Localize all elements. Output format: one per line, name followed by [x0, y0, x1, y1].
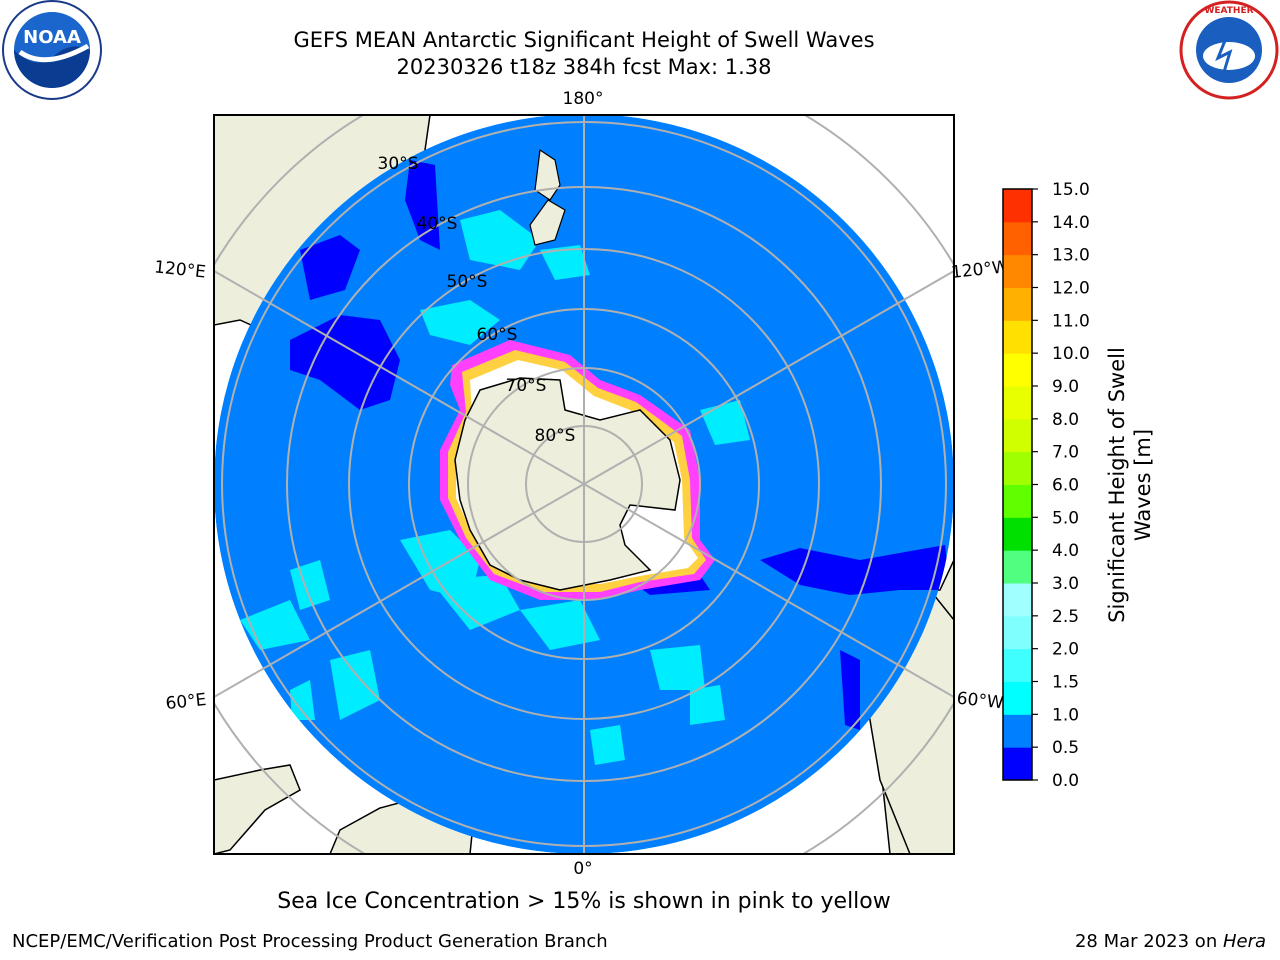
chart-title: GEFS MEAN Antarctic Significant Height o…	[293, 28, 875, 52]
lon-label-0: 0°	[573, 859, 592, 879]
nws-logo: WEATHER	[1179, 0, 1279, 100]
colorbar-segment	[1003, 681, 1032, 715]
lon-label-120w: 120°W	[950, 257, 1010, 283]
antarctica-land	[454, 377, 681, 591]
lat-label-60s: 60°S	[477, 325, 518, 345]
colorbar-segment	[1003, 287, 1032, 321]
colorbar-tick-label: 6.0	[1052, 476, 1079, 496]
footer-date-text: 28 Mar 2023 on	[1074, 931, 1223, 952]
sea-ice-caption: Sea Ice Concentration > 15% is shown in …	[277, 889, 891, 914]
colorbar-tick-label: 4.0	[1052, 541, 1079, 561]
lon-label-180: 180°	[563, 89, 604, 109]
colorbar-tick-label: 11.0	[1052, 311, 1090, 331]
colorbar-segment	[1003, 418, 1032, 453]
colorbar-segment	[1003, 221, 1032, 256]
colorbar-tick-label: 2.5	[1052, 607, 1079, 627]
graticule	[214, 115, 954, 854]
colorbar-tick-label: 1.0	[1052, 705, 1079, 725]
colorbar-segment	[1003, 648, 1032, 682]
footer-date: 28 Mar 2023 on Hera	[1075, 931, 1266, 952]
colorbar-tick-label: 15.0	[1052, 180, 1090, 200]
lon-label-120e: 120°E	[153, 257, 207, 282]
colorbar-segment	[1003, 583, 1032, 617]
colorbar-tick-label: 14.0	[1052, 213, 1090, 233]
colorbar-tick-label: 13.0	[1052, 246, 1090, 266]
colorbar-tick-label: 0.5	[1052, 738, 1079, 758]
colorbar-segment	[1003, 550, 1032, 584]
lat-label-80s: 80°S	[535, 426, 576, 446]
lat-label-70s: 70°S	[506, 376, 547, 396]
svg-text:WEATHER: WEATHER	[1204, 6, 1253, 16]
colorbar-tick-label: 0.0	[1052, 771, 1079, 791]
colorbar-tick-label: 7.0	[1052, 443, 1079, 463]
lat-label-50s: 50°S	[447, 272, 488, 292]
colorbar-segment	[1003, 254, 1032, 288]
svg-text:NOAA: NOAA	[23, 27, 81, 48]
lat-label-30s: 30°S	[378, 154, 419, 174]
colorbar-tick-label: 5.0	[1052, 508, 1079, 528]
colorbar-segment	[1003, 517, 1032, 551]
colorbar: 0.0 0.5 1.0 1.5 2.0 2.5 3.0 4.0 5.0 6.0 7.0 8.0 9.0 1…	[1002, 180, 1090, 791]
colorbar-tick-label: 2.0	[1052, 640, 1079, 660]
lon-label-60w: 60°W	[956, 689, 1005, 714]
colorbar-tick-label: 1.5	[1052, 673, 1079, 693]
colorbar-segment	[1003, 353, 1032, 387]
colorbar-segment	[1003, 615, 1032, 650]
colorbar-segment	[1003, 451, 1032, 485]
lon-label-60e: 60°E	[165, 690, 208, 714]
footer-org: NCEP/EMC/Verification Post Processing Pr…	[12, 931, 608, 952]
colorbar-segment	[1003, 747, 1032, 781]
colorbar-tick-label: 12.0	[1052, 279, 1090, 299]
colorbar-segment	[1003, 386, 1032, 420]
colorbar-label-line2: Waves [m]	[1131, 429, 1155, 541]
colorbar-segment	[1003, 320, 1032, 354]
chart-subtitle: 20230326 t18z 384h fcst Max: 1.38	[396, 55, 772, 79]
colorbar-tick-label: 10.0	[1052, 344, 1090, 364]
colorbar-tick-label: 3.0	[1052, 574, 1079, 594]
colorbar-segment	[1003, 189, 1032, 223]
footer-host: Hera	[1222, 931, 1266, 952]
colorbar-label-line1: Significant Height of Swell	[1105, 347, 1129, 623]
lat-label-40s: 40°S	[417, 214, 458, 234]
noaa-logo: NOAA	[2, 0, 102, 100]
colorbar-tick-label: 9.0	[1052, 377, 1079, 397]
colorbar-tick-label: 8.0	[1052, 410, 1079, 430]
colorbar-segment	[1003, 484, 1032, 518]
colorbar-segment	[1003, 714, 1032, 748]
